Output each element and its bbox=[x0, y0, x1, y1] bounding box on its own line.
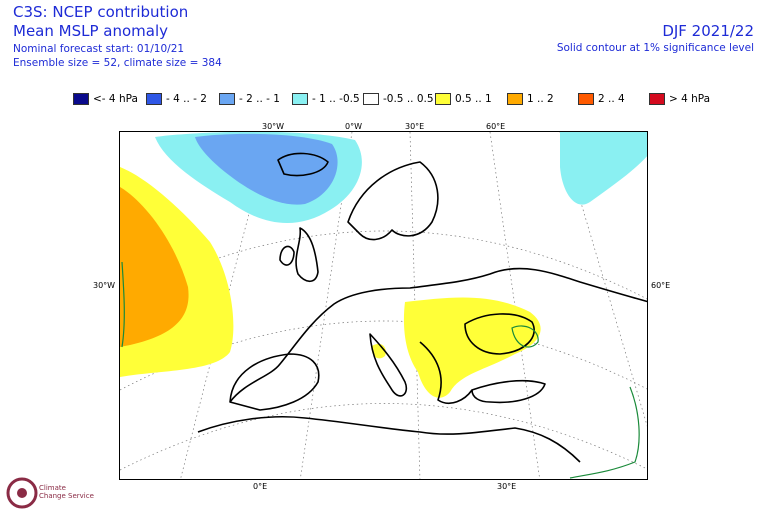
legend-label: > 4 hPa bbox=[669, 93, 711, 105]
anomaly-map bbox=[119, 131, 648, 480]
legend-label: - 2 .. - 1 bbox=[239, 93, 280, 105]
legend-swatch bbox=[73, 93, 89, 105]
coastline-scandinavia bbox=[347, 161, 439, 241]
significance-contour-atlantic bbox=[121, 261, 125, 348]
legend-label: <- 4 hPa bbox=[93, 93, 138, 105]
season-label: DJF 2021/22 bbox=[662, 22, 754, 40]
significance-contours bbox=[121, 261, 640, 479]
coastline-balkans bbox=[419, 341, 473, 405]
coastline-ireland bbox=[279, 245, 295, 266]
significance-contour-southeast bbox=[569, 386, 640, 479]
coastline-black-sea bbox=[464, 313, 535, 355]
ensemble-size-text: Ensemble size = 52, climate size = 384 bbox=[13, 57, 222, 69]
graticule-line bbox=[120, 320, 647, 391]
legend-label: - 4 .. - 2 bbox=[166, 93, 207, 105]
coord-label-top-30w: 30°W bbox=[262, 122, 285, 131]
figure-title: C3S: NCEP contribution bbox=[13, 3, 189, 21]
copernicus-logo bbox=[6, 477, 38, 509]
coord-label-top-0w: 0°W bbox=[345, 122, 362, 131]
legend-swatch bbox=[507, 93, 523, 105]
legend-swatch bbox=[363, 93, 379, 105]
legend-label: 0.5 .. 1 bbox=[455, 93, 492, 105]
legend-label: -0.5 .. 0.5 bbox=[383, 93, 434, 105]
coastline-turkey bbox=[471, 379, 546, 404]
forecast-start-text: Nominal forecast start: 01/10/21 bbox=[13, 43, 185, 55]
significance-note: Solid contour at 1% significance level bbox=[556, 42, 754, 54]
coord-label-bottom-0e: 0°E bbox=[253, 482, 268, 491]
coastline-iberia bbox=[229, 353, 320, 411]
coord-label-bottom-30e: 30°E bbox=[497, 482, 517, 491]
legend-swatch bbox=[435, 93, 451, 105]
anomaly-fill-orange-atlantic bbox=[120, 187, 189, 347]
anomaly-fill-cyan-barents bbox=[560, 132, 647, 205]
significance-contour-black-sea bbox=[511, 325, 539, 348]
graticule-line bbox=[120, 230, 647, 301]
logo-line-1: Climate bbox=[39, 484, 66, 492]
anomaly-fill-blue-north-atlantic bbox=[195, 133, 338, 205]
coord-label-right-60e: 60°E bbox=[651, 281, 671, 290]
anomaly-fill-yellow-eastern-europe bbox=[403, 297, 541, 398]
coord-label-left-30w: 30°W bbox=[93, 281, 116, 290]
graticule-line bbox=[120, 403, 647, 471]
coord-label-top-60e: 60°E bbox=[486, 122, 506, 131]
coastline-italy bbox=[369, 333, 408, 397]
coastline-britain bbox=[295, 227, 319, 283]
coastline-iceland bbox=[277, 152, 329, 177]
legend-label: - 1 .. -0.5 bbox=[312, 93, 360, 105]
legend-swatch bbox=[219, 93, 235, 105]
coord-label-top-30e: 30°E bbox=[405, 122, 425, 131]
figure-subtitle: Mean MSLP anomaly bbox=[13, 22, 168, 40]
legend-swatch bbox=[146, 93, 162, 105]
legend-label: 2 .. 4 bbox=[598, 93, 625, 105]
coastline-continent bbox=[229, 267, 647, 403]
map-canvas bbox=[120, 132, 647, 479]
coastline-north-africa bbox=[197, 415, 581, 463]
legend-label: 1 .. 2 bbox=[527, 93, 554, 105]
legend-swatch bbox=[578, 93, 594, 105]
logo-line-2: Change Service bbox=[39, 492, 94, 500]
legend-swatch bbox=[292, 93, 308, 105]
legend-swatch bbox=[649, 93, 665, 105]
logo-text: Climate Change Service bbox=[39, 484, 94, 500]
logo-ring bbox=[6, 477, 38, 509]
logo-dot bbox=[17, 488, 27, 498]
coastlines bbox=[197, 152, 647, 463]
